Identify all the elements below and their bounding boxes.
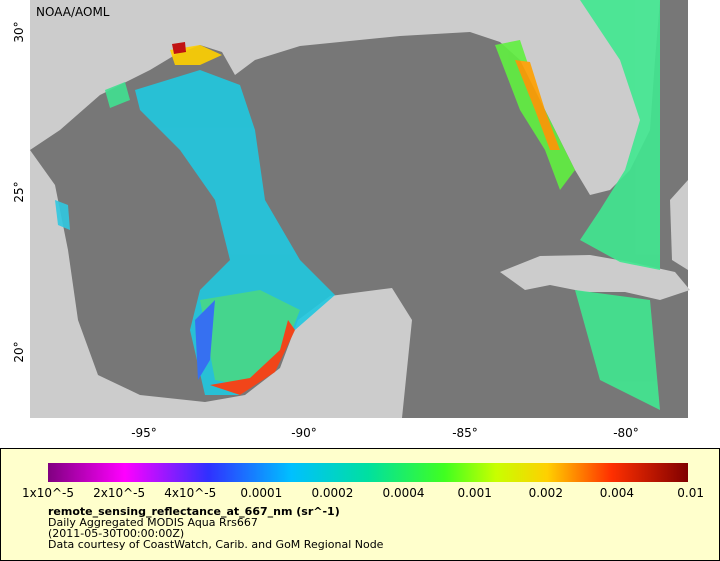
x-tick-label: -80°: [613, 426, 639, 440]
colorbar-label: 4x10^-5: [164, 486, 216, 500]
source-label: NOAA/AOML: [36, 5, 110, 19]
y-tick-label: 20°: [12, 341, 26, 362]
y-axis: 30° 25° 20°: [12, 21, 26, 362]
colorbar-label: 0.004: [600, 486, 634, 500]
x-tick-label: -95°: [131, 426, 157, 440]
colorbar-ticks: 1x10^-5 2x10^-5 4x10^-5 0.0001 0.0002 0.0004 0…: [22, 486, 704, 500]
colorbar-label: 0.01: [677, 486, 704, 500]
colorbar-label: 0.0002: [311, 486, 353, 500]
x-tick-label: -90°: [291, 426, 317, 440]
colorbar-label: 1x10^-5: [22, 486, 74, 500]
colorbar-label: 0.002: [529, 486, 563, 500]
y-tick-label: 30°: [12, 21, 26, 42]
variable-name: remote_sensing_reflectance_at_667_nm (sr…: [48, 505, 340, 518]
colorbar-label: 0.001: [457, 486, 491, 500]
colorbar-label: 2x10^-5: [93, 486, 145, 500]
legend-line: Data courtesy of CoastWatch, Carib. and …: [48, 538, 384, 551]
x-tick-label: -85°: [452, 426, 478, 440]
legend: 1x10^-5 2x10^-5 4x10^-5 0.0001 0.0002 0.0004 0…: [0, 448, 720, 561]
satellite-data: [55, 0, 660, 410]
land-east: [670, 180, 688, 270]
y-tick-label: 25°: [12, 181, 26, 202]
legend-line: (2011-05-30T00:00:00Z): [48, 527, 184, 540]
x-axis: -95° -90° -85° -80°: [131, 426, 639, 440]
colorbar: [48, 463, 688, 482]
land-mexico: [30, 150, 412, 418]
colorbar-label: 0.0001: [240, 486, 282, 500]
colorbar-label: 0.0004: [383, 486, 425, 500]
legend-line: Daily Aggregated MODIS Aqua Rrs667: [48, 516, 258, 529]
map: NOAA/AOML: [30, 0, 690, 418]
